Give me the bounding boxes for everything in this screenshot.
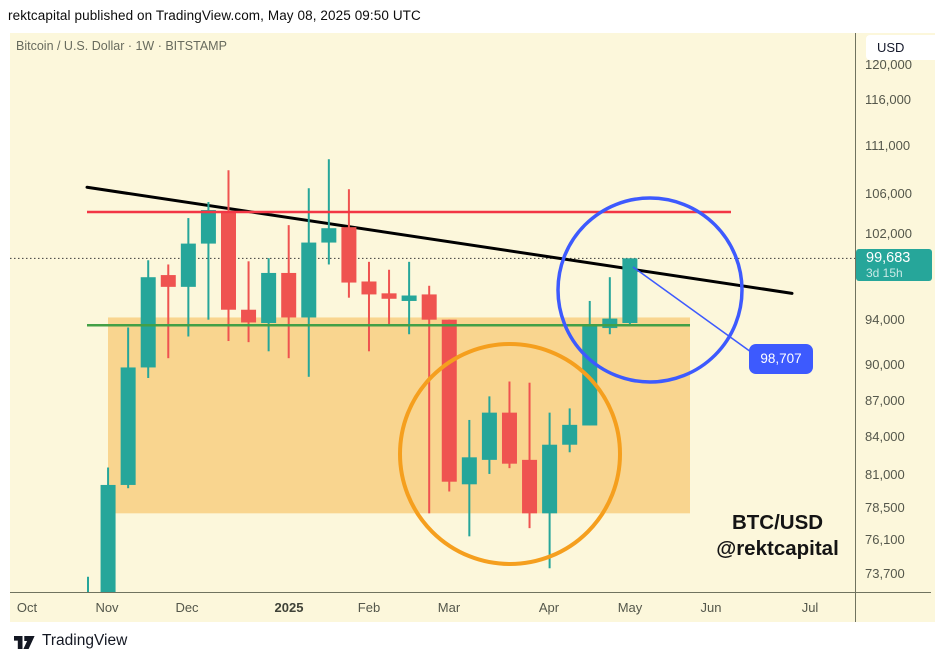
time-tick-label: Oct [16, 600, 38, 615]
candle-body [562, 424, 578, 445]
price-tick-label: 73,700 [865, 565, 905, 581]
time-tick-label: Jun [700, 600, 722, 615]
price-callout-label[interactable]: 98,707 [749, 344, 813, 374]
orange-highlight-circle-drawing[interactable] [398, 342, 622, 566]
callout-pointer-line [632, 266, 752, 353]
candle-wick [247, 261, 250, 343]
price-axis-border [855, 33, 856, 622]
candle-body [261, 272, 277, 324]
range-box-drawing[interactable] [108, 317, 690, 514]
candle-body [140, 277, 156, 368]
price-tick-label: 78,500 [865, 499, 905, 515]
bar-countdown: 3d 15h [866, 266, 903, 281]
time-tick-label: May [617, 600, 643, 615]
candle-body [321, 228, 337, 243]
price-axis[interactable]: USD 99,683 3d 15h 120,000 116,000 111,000 1… [856, 33, 935, 592]
time-axis[interactable]: Oct Nov Dec 2025 Feb Mar Apr May Jun Jul [10, 593, 855, 622]
price-chart-canvas[interactable] [10, 33, 855, 592]
price-tick-label: 106,000 [865, 186, 912, 202]
candle-wick [367, 261, 370, 352]
price-tick-label: 81,000 [865, 467, 905, 483]
time-tick-label: Nov [95, 600, 119, 615]
candle-body [301, 242, 317, 318]
candle-body [200, 210, 216, 244]
candle-body [622, 258, 638, 324]
time-tick-label: Feb [357, 600, 381, 615]
published-text: rektcapital published on TradingView.com… [8, 8, 421, 23]
price-tick-label: 90,000 [865, 357, 905, 373]
candle-wick [608, 277, 611, 335]
time-axis-border [10, 592, 931, 593]
price-tick-label: 111,000 [865, 137, 911, 153]
candle-body [180, 243, 196, 287]
candle-body [481, 412, 497, 460]
chart-panel: Bitcoin / U.S. Dollar · 1W · BITSTAMP US… [10, 33, 935, 622]
watermark-ticker: BTC/USD [731, 511, 824, 534]
candle-body [361, 281, 377, 295]
price-tick-label: 87,000 [865, 392, 905, 408]
candle-body [120, 367, 136, 485]
time-tick-label: Apr [538, 600, 560, 615]
blue-highlight-circle-drawing[interactable] [556, 196, 744, 384]
descending-trendline-drawing[interactable] [85, 185, 794, 295]
time-tick-label: Jul [801, 600, 819, 615]
price-tick-label: 84,000 [865, 429, 905, 445]
candle-body [461, 457, 477, 485]
tradingview-brand-link[interactable]: TradingView [42, 632, 128, 649]
candle-wick [207, 202, 210, 320]
candle-body [281, 272, 297, 318]
candle-body [582, 324, 598, 426]
candle-body [381, 293, 397, 299]
candle-body [100, 484, 116, 592]
candle-body [501, 412, 517, 464]
candle-wick [87, 576, 89, 592]
currency-toggle-button[interactable]: USD [866, 35, 935, 60]
tradingview-logo-icon [14, 635, 35, 649]
current-price-value: 99,683 [866, 250, 911, 267]
price-tick-label: 102,000 [865, 226, 912, 242]
watermark-handle: @rektcapital [716, 537, 839, 560]
candle-body [160, 275, 176, 287]
author-watermark: BTC/USD @rektcapital [705, 510, 850, 562]
candle-body [341, 227, 357, 283]
price-tick-label: 76,100 [865, 532, 905, 548]
candle-body [220, 211, 236, 310]
time-tick-label: Mar [437, 600, 461, 615]
candle-body [401, 295, 417, 301]
candle-body [602, 318, 618, 329]
published-bar: rektcapital published on TradingView.com… [0, 0, 935, 33]
current-price-label: 99,683 3d 15h [856, 249, 932, 282]
candle-body [241, 309, 257, 323]
candle-wick [428, 285, 431, 514]
price-tick-label: 116,000 [865, 91, 912, 107]
time-tick-label: Dec [175, 600, 199, 615]
candle-body [522, 459, 538, 514]
symbol-title: Bitcoin / U.S. Dollar · 1W · BITSTAMP [16, 39, 227, 53]
candle-body [542, 444, 558, 514]
price-tick-label: 120,000 [865, 56, 912, 72]
footer-bar: TradingView [0, 622, 935, 660]
candle-body [421, 294, 437, 320]
candle-wick [528, 382, 531, 529]
candle-wick [167, 264, 170, 359]
candle-body [441, 319, 457, 482]
time-tick-label: 2025 [274, 600, 304, 615]
price-tick-label: 94,000 [865, 311, 905, 327]
